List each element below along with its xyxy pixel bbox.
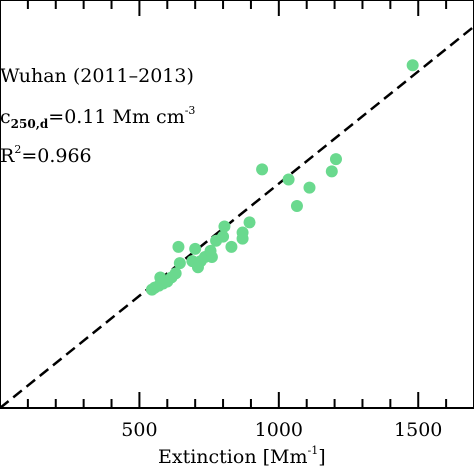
data-point bbox=[172, 240, 185, 253]
x-tick-label: 1000 bbox=[255, 419, 303, 441]
data-point bbox=[303, 181, 316, 194]
x-tick-labels: 500 1000 1500 bbox=[121, 419, 442, 441]
data-point bbox=[169, 267, 182, 280]
coef-main: c bbox=[0, 106, 11, 128]
plot-frame bbox=[0, 0, 474, 409]
coef-superscript: -3 bbox=[185, 104, 196, 117]
x-tick-label: 1500 bbox=[394, 419, 442, 441]
x-axis-title-main: Extinction [Mm bbox=[158, 446, 308, 468]
r2-superscript: 2 bbox=[14, 143, 21, 156]
data-point bbox=[236, 226, 249, 239]
x-tick-label: 500 bbox=[121, 419, 157, 441]
data-point bbox=[218, 220, 231, 233]
annotation-coefficient: c250,d=0.11 Mm cm-3 bbox=[0, 104, 195, 131]
data-point bbox=[173, 257, 186, 270]
data-point bbox=[217, 230, 230, 243]
data-point bbox=[154, 271, 167, 284]
annotation-site: Wuhan (2011–2013) bbox=[0, 65, 194, 87]
data-point bbox=[282, 173, 295, 186]
r2-main: R bbox=[0, 145, 15, 167]
r2-value: =0.966 bbox=[21, 145, 91, 167]
data-points bbox=[145, 59, 419, 296]
data-point bbox=[256, 163, 269, 176]
x-axis-title-superscript: -1 bbox=[308, 444, 319, 457]
data-point bbox=[325, 165, 338, 178]
axis-ticks bbox=[26, 0, 448, 408]
x-axis-title-end: ] bbox=[318, 446, 325, 468]
data-point bbox=[204, 244, 217, 257]
coef-value: =0.11 Mm cm bbox=[48, 106, 184, 128]
data-point bbox=[329, 153, 342, 166]
data-point bbox=[225, 240, 238, 253]
x-axis-title: Extinction [Mm-1] bbox=[158, 444, 326, 468]
coef-subscript: 250,d bbox=[11, 117, 49, 131]
data-point bbox=[189, 242, 202, 255]
data-point bbox=[243, 216, 256, 229]
data-point bbox=[406, 59, 419, 72]
data-point bbox=[290, 200, 303, 213]
annotation-r2: R2=0.966 bbox=[0, 143, 92, 167]
